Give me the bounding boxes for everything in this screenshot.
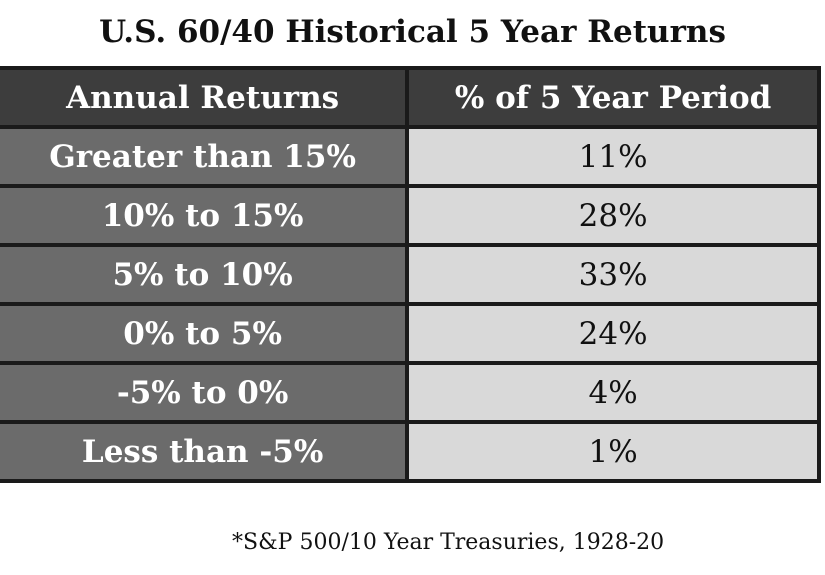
title: U.S. 60/40 Historical 5 Year Returns: [99, 14, 726, 50]
return-range: 0% to 5%: [0, 302, 410, 365]
header-cell: % of 5 Year Period: [405, 66, 821, 129]
period-share: 4%: [405, 361, 821, 424]
returns-table: Annual Returns % of 5 Year Period Greate…: [0, 66, 821, 483]
footnote: *S&P 500/10 Year Treasuries, 1928-20: [232, 530, 665, 555]
return-range: -5% to 0%: [0, 361, 410, 424]
return-range: 10% to 15%: [0, 184, 410, 247]
table-row: -5% to 0% 4%: [0, 361, 821, 424]
period-share: 28%: [405, 184, 821, 247]
header-row: Annual Returns % of 5 Year Period: [0, 66, 821, 129]
table-row: Less than -5% 1%: [0, 420, 821, 483]
table-row: Greater than 15% 11%: [0, 125, 821, 188]
period-share: 1%: [405, 420, 821, 483]
table-row: 0% to 5% 24%: [0, 302, 821, 365]
table-body: Greater than 15% 11% 10% to 15% 28% 5% to 10…: [0, 125, 821, 483]
table-row: 10% to 15% 28%: [0, 184, 821, 247]
header-cell: Annual Returns: [0, 66, 410, 129]
return-range: Less than -5%: [0, 420, 410, 483]
table-row: 5% to 10% 33%: [0, 243, 821, 306]
period-share: 24%: [405, 302, 821, 365]
return-range: 5% to 10%: [0, 243, 410, 306]
return-range: Greater than 15%: [0, 125, 410, 188]
period-share: 11%: [405, 125, 821, 188]
period-share: 33%: [405, 243, 821, 306]
